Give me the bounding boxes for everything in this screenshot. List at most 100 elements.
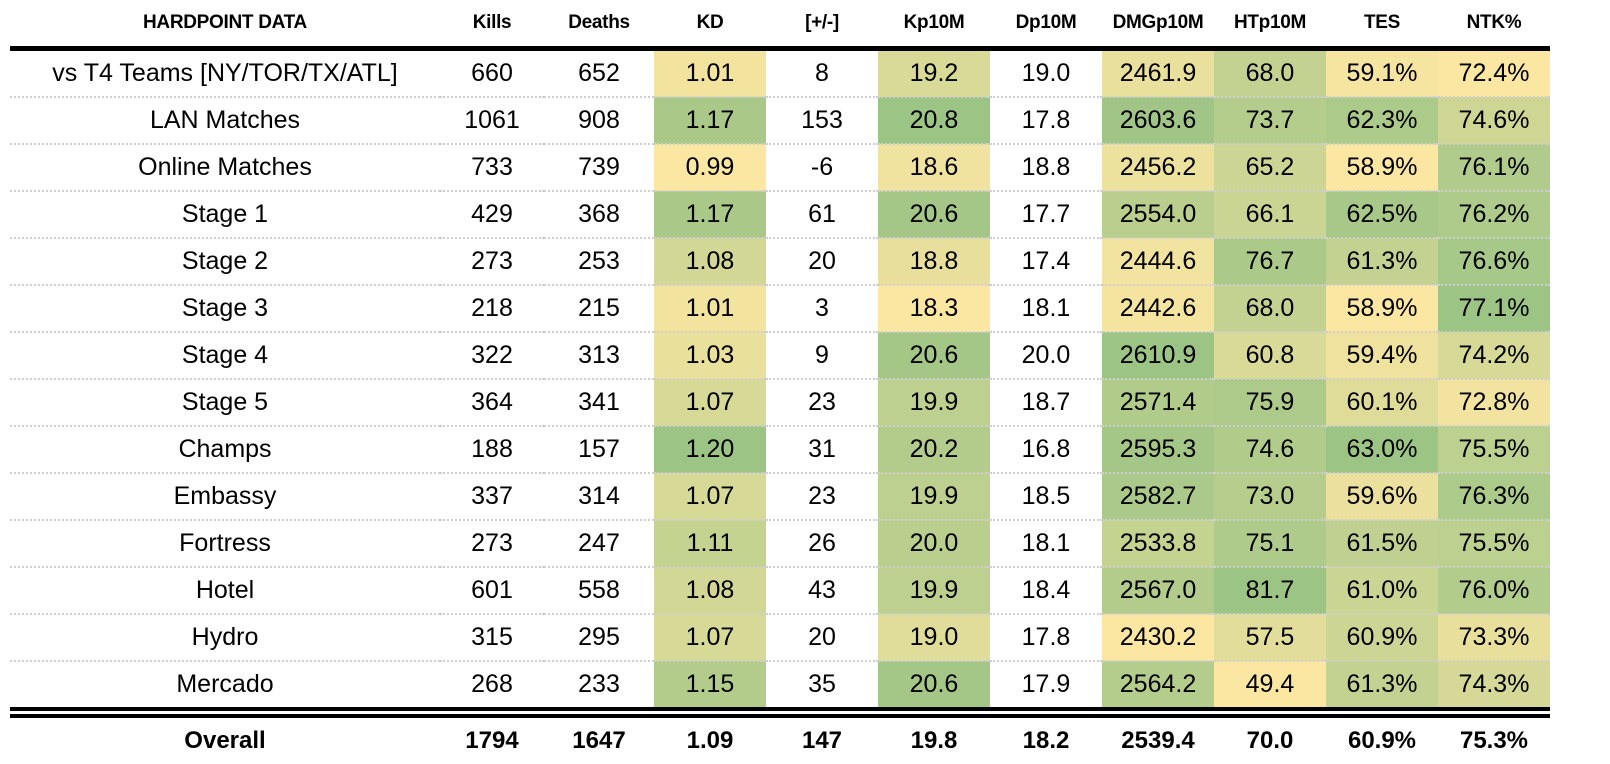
column-header-col: [+/-] bbox=[766, 0, 878, 51]
column-header-hardpoint-data: HARDPOINT DATA bbox=[10, 0, 440, 51]
cell-ntk: 76.3% bbox=[1438, 473, 1550, 521]
cell-kp10m: 19.9 bbox=[878, 567, 990, 615]
cell-htp10m: 49.4 bbox=[1214, 661, 1326, 711]
cell-kp10m: 20.6 bbox=[878, 661, 990, 711]
cell-col: 61 bbox=[766, 191, 878, 239]
cell-dmgp10m: 2582.7 bbox=[1102, 473, 1214, 521]
cell-tes: 58.9% bbox=[1326, 285, 1438, 333]
cell-dmgp10m: 2595.3 bbox=[1102, 426, 1214, 474]
column-header-kills: Kills bbox=[440, 0, 544, 51]
cell-dmgp10m: 2533.8 bbox=[1102, 520, 1214, 568]
cell-kp10m: 20.0 bbox=[878, 520, 990, 568]
cell-dmgp10m: 2430.2 bbox=[1102, 614, 1214, 662]
cell-kd: 1.01 bbox=[654, 48, 766, 98]
cell-ntk: 76.1% bbox=[1438, 144, 1550, 192]
row-label: Mercado bbox=[10, 661, 440, 711]
column-header-htp10m: HTp10M bbox=[1214, 0, 1326, 51]
cell-htp10m: 73.7 bbox=[1214, 97, 1326, 145]
cell-dmgp10m: 2571.4 bbox=[1102, 379, 1214, 427]
cell-col: 23 bbox=[766, 379, 878, 427]
cell-htp10m: 74.6 bbox=[1214, 426, 1326, 474]
cell-kd: 1.15 bbox=[654, 661, 766, 711]
cell-dmgp10m: 2554.0 bbox=[1102, 191, 1214, 239]
cell-deaths: 341 bbox=[544, 379, 654, 427]
column-header-dp10m: Dp10M bbox=[990, 0, 1102, 51]
cell-ntk: 76.6% bbox=[1438, 238, 1550, 286]
table-row: vs T4 Teams [NY/TOR/TX/ATL] 660 652 1.01 8 19… bbox=[10, 48, 1550, 98]
cell-dmgp10m: 2442.6 bbox=[1102, 285, 1214, 333]
cell-ntk: 72.8% bbox=[1438, 379, 1550, 427]
table-row: Champs 188 157 1.20 31 20.2 16.8 2595.3 74.6 63.0… bbox=[10, 426, 1550, 474]
cell-deaths: 247 bbox=[544, 520, 654, 568]
table-row: LAN Matches 1061 908 1.17 153 20.8 17.8 2603.6 7… bbox=[10, 97, 1550, 145]
cell-kd: 1.07 bbox=[654, 379, 766, 427]
cell-kills: 429 bbox=[440, 191, 544, 239]
cell-tes: 59.1% bbox=[1326, 48, 1438, 98]
cell-col: 20 bbox=[766, 614, 878, 662]
cell-htp10m: 75.9 bbox=[1214, 379, 1326, 427]
cell-ntk: 76.2% bbox=[1438, 191, 1550, 239]
cell-kills: 660 bbox=[440, 48, 544, 98]
cell-deaths: 652 bbox=[544, 48, 654, 98]
cell-kills: 601 bbox=[440, 567, 544, 615]
cell-kills: 218 bbox=[440, 285, 544, 333]
cell-kills: 322 bbox=[440, 332, 544, 380]
overall-htp10m: 70.0 bbox=[1214, 714, 1326, 764]
cell-tes: 62.5% bbox=[1326, 191, 1438, 239]
row-label: Stage 3 bbox=[10, 285, 440, 333]
cell-ntk: 74.2% bbox=[1438, 332, 1550, 380]
cell-dp10m: 19.0 bbox=[990, 48, 1102, 98]
cell-dmgp10m: 2564.2 bbox=[1102, 661, 1214, 711]
cell-kd: 1.07 bbox=[654, 614, 766, 662]
cell-col: 3 bbox=[766, 285, 878, 333]
cell-dmgp10m: 2567.0 bbox=[1102, 567, 1214, 615]
table-row: Fortress 273 247 1.11 26 20.0 18.1 2533.8 75.1 61… bbox=[10, 520, 1550, 568]
cell-htp10m: 66.1 bbox=[1214, 191, 1326, 239]
row-label: Stage 1 bbox=[10, 191, 440, 239]
cell-kp10m: 20.8 bbox=[878, 97, 990, 145]
cell-dp10m: 16.8 bbox=[990, 426, 1102, 474]
cell-kd: 1.07 bbox=[654, 473, 766, 521]
cell-tes: 61.3% bbox=[1326, 661, 1438, 711]
overall-col: 147 bbox=[766, 714, 878, 764]
cell-col: 31 bbox=[766, 426, 878, 474]
cell-dmgp10m: 2461.9 bbox=[1102, 48, 1214, 98]
overall-dmgp10m: 2539.4 bbox=[1102, 714, 1214, 764]
cell-dp10m: 17.9 bbox=[990, 661, 1102, 711]
cell-kd: 0.99 bbox=[654, 144, 766, 192]
cell-kills: 364 bbox=[440, 379, 544, 427]
cell-tes: 61.0% bbox=[1326, 567, 1438, 615]
cell-kp10m: 20.6 bbox=[878, 332, 990, 380]
cell-kp10m: 19.9 bbox=[878, 473, 990, 521]
table-row: Embassy 337 314 1.07 23 19.9 18.5 2582.7 73.0 59.… bbox=[10, 473, 1550, 521]
cell-col: 8 bbox=[766, 48, 878, 98]
divider bbox=[10, 709, 1550, 716]
cell-ntk: 73.3% bbox=[1438, 614, 1550, 662]
row-label: Embassy bbox=[10, 473, 440, 521]
cell-dmgp10m: 2610.9 bbox=[1102, 332, 1214, 380]
cell-tes: 63.0% bbox=[1326, 426, 1438, 474]
row-label: vs T4 Teams [NY/TOR/TX/ATL] bbox=[10, 48, 440, 98]
overall-tes: 60.9% bbox=[1326, 714, 1438, 764]
cell-dp10m: 17.8 bbox=[990, 614, 1102, 662]
cell-kd: 1.17 bbox=[654, 97, 766, 145]
cell-deaths: 157 bbox=[544, 426, 654, 474]
row-label: Hydro bbox=[10, 614, 440, 662]
cell-kp10m: 18.8 bbox=[878, 238, 990, 286]
cell-kills: 268 bbox=[440, 661, 544, 711]
hardpoint-data-table: HARDPOINT DATA Kills Deaths KD [+/-] Kp10M Dp1… bbox=[10, 0, 1550, 764]
cell-dmgp10m: 2603.6 bbox=[1102, 97, 1214, 145]
cell-htp10m: 81.7 bbox=[1214, 567, 1326, 615]
cell-kd: 1.01 bbox=[654, 285, 766, 333]
column-header-dmgp10m: DMGp10M bbox=[1102, 0, 1214, 51]
cell-ntk: 75.5% bbox=[1438, 520, 1550, 568]
header-row: HARDPOINT DATA Kills Deaths KD [+/-] Kp10M Dp1… bbox=[10, 0, 1550, 51]
cell-tes: 59.4% bbox=[1326, 332, 1438, 380]
overall-row: Overall 1794 1647 1.09 147 19.8 18.2 2539.4 70.0… bbox=[10, 714, 1550, 764]
table-row: Hotel 601 558 1.08 43 19.9 18.4 2567.0 81.7 61.0%… bbox=[10, 567, 1550, 615]
cell-kills: 188 bbox=[440, 426, 544, 474]
cell-kills: 315 bbox=[440, 614, 544, 662]
cell-col: 35 bbox=[766, 661, 878, 711]
cell-kills: 733 bbox=[440, 144, 544, 192]
cell-dp10m: 18.1 bbox=[990, 285, 1102, 333]
